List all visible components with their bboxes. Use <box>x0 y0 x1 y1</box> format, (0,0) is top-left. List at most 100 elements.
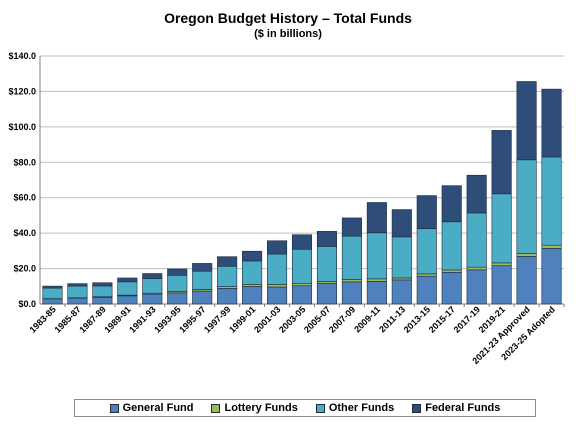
bar-other-funds <box>516 159 537 254</box>
bar-other-funds <box>192 270 213 290</box>
bar-federal-funds <box>92 282 113 287</box>
bar-other-funds <box>541 156 562 246</box>
bar-general-fund <box>67 297 88 305</box>
bar-general-fund <box>267 286 288 305</box>
bar-general-fund <box>391 279 412 305</box>
x-tick-label: 2007-09 <box>327 304 357 334</box>
y-tick-label: $40.0 <box>13 228 36 238</box>
bar-federal-funds <box>242 250 263 262</box>
bar-general-fund <box>366 281 387 305</box>
bar-general-fund <box>217 288 238 305</box>
bar-federal-funds <box>42 285 63 289</box>
legend-item-other-funds: Other Funds <box>315 402 395 414</box>
bar-general-fund <box>491 265 512 305</box>
bar-lottery-funds <box>242 284 263 287</box>
bar-general-fund <box>117 295 138 305</box>
bar-federal-funds <box>441 185 462 223</box>
x-tick-label: 2017-19 <box>452 304 482 334</box>
bar-lottery-funds <box>541 244 562 249</box>
bar-other-funds <box>316 246 337 282</box>
bar-other-funds <box>466 212 487 268</box>
bar-other-funds <box>217 265 238 287</box>
bar-general-fund <box>92 296 113 305</box>
bar-federal-funds <box>291 234 313 250</box>
bar-general-fund <box>541 248 562 305</box>
x-tick-label: 2013-15 <box>402 304 432 334</box>
legend-swatch-general-fund <box>109 403 119 413</box>
bar-federal-funds <box>267 240 288 255</box>
legend-item-lottery-funds: Lottery Funds <box>211 402 298 414</box>
x-tick-label: 1985-87 <box>52 304 82 334</box>
bar-other-funds <box>441 221 462 271</box>
x-tick-label: 1995-97 <box>177 304 207 334</box>
bar-general-fund <box>192 290 213 305</box>
y-tick-label: $120.0 <box>8 86 36 96</box>
bar-lottery-funds <box>341 279 362 283</box>
bar-general-fund <box>466 269 487 305</box>
y-tick-label: $60.0 <box>13 193 36 203</box>
bar-general-fund <box>242 286 263 305</box>
bar-general-fund <box>441 271 462 305</box>
x-tick-label: 2005-07 <box>302 304 332 334</box>
legend-label-lottery-funds: Lottery Funds <box>224 402 298 414</box>
legend-label-other-funds: Other Funds <box>328 402 395 414</box>
bar-federal-funds <box>67 283 88 287</box>
bar-general-fund <box>42 298 63 305</box>
legend: General Fund Lottery Funds Other Funds F… <box>74 399 536 417</box>
bar-general-fund <box>291 285 313 305</box>
chart-title: Oregon Budget History – Total Funds <box>164 10 412 26</box>
bar-other-funds <box>242 260 263 285</box>
bar-other-funds <box>491 193 512 264</box>
x-tick-label: 1989-91 <box>102 304 132 334</box>
bar-federal-funds <box>491 130 512 195</box>
bar-other-funds <box>92 285 113 298</box>
bar-other-funds <box>416 228 437 275</box>
bar-general-fund <box>142 293 163 305</box>
bar-other-funds <box>267 253 288 285</box>
legend-swatch-lottery-funds <box>211 403 221 413</box>
bar-federal-funds <box>416 195 437 230</box>
legend-swatch-federal-funds <box>412 403 422 413</box>
bar-other-funds <box>391 236 412 279</box>
legend-item-general-fund: General Fund <box>109 402 194 414</box>
bar-lottery-funds <box>466 266 487 271</box>
bar-federal-funds <box>117 277 138 283</box>
x-tick-label: 1987-89 <box>77 304 107 334</box>
y-tick-label: $20.0 <box>13 264 36 274</box>
x-tick-label: 1993-95 <box>152 304 182 334</box>
bar-lottery-funds <box>516 253 537 257</box>
x-tick-label: 1991-93 <box>127 304 157 334</box>
legend-swatch-other-funds <box>315 403 325 413</box>
bar-general-fund <box>316 283 337 305</box>
bar-federal-funds <box>217 256 238 267</box>
bar-federal-funds <box>541 88 562 158</box>
x-tick-label: 2003-05 <box>277 304 307 334</box>
bar-other-funds <box>167 275 188 292</box>
x-tick-label: 2015-17 <box>427 304 457 334</box>
bar-general-fund <box>341 281 362 305</box>
legend-label-federal-funds: Federal Funds <box>425 402 501 414</box>
bar-lottery-funds <box>366 278 387 282</box>
bar-general-fund <box>416 275 437 305</box>
legend-label-general-fund: General Fund <box>122 402 194 414</box>
y-tick-label: $80.0 <box>13 157 36 167</box>
bar-lottery-funds <box>441 269 462 273</box>
y-tick-label: $100.0 <box>8 122 36 132</box>
bar-lottery-funds <box>291 282 313 287</box>
bar-other-funds <box>291 248 313 284</box>
bar-other-funds <box>341 235 362 280</box>
bar-federal-funds <box>391 209 412 238</box>
bar-federal-funds <box>466 174 487 214</box>
bar-general-fund <box>516 256 537 305</box>
stacked-bar-chart: $0.0 $20.0 $40.0 $60.0 $80.0 $100.0 $120.0 $140… <box>8 51 565 366</box>
bar-other-funds <box>67 285 88 299</box>
bar-federal-funds <box>516 81 537 161</box>
bar-federal-funds <box>366 202 387 234</box>
bar-other-funds <box>42 287 63 299</box>
bar-federal-funds <box>341 217 362 237</box>
y-tick-label: $0.0 <box>18 299 36 309</box>
x-tick-label: 2009-11 <box>352 304 382 334</box>
bar-other-funds <box>117 281 138 296</box>
y-tick-label: $140.0 <box>8 51 36 61</box>
x-tick-label: 2001-03 <box>252 304 282 334</box>
